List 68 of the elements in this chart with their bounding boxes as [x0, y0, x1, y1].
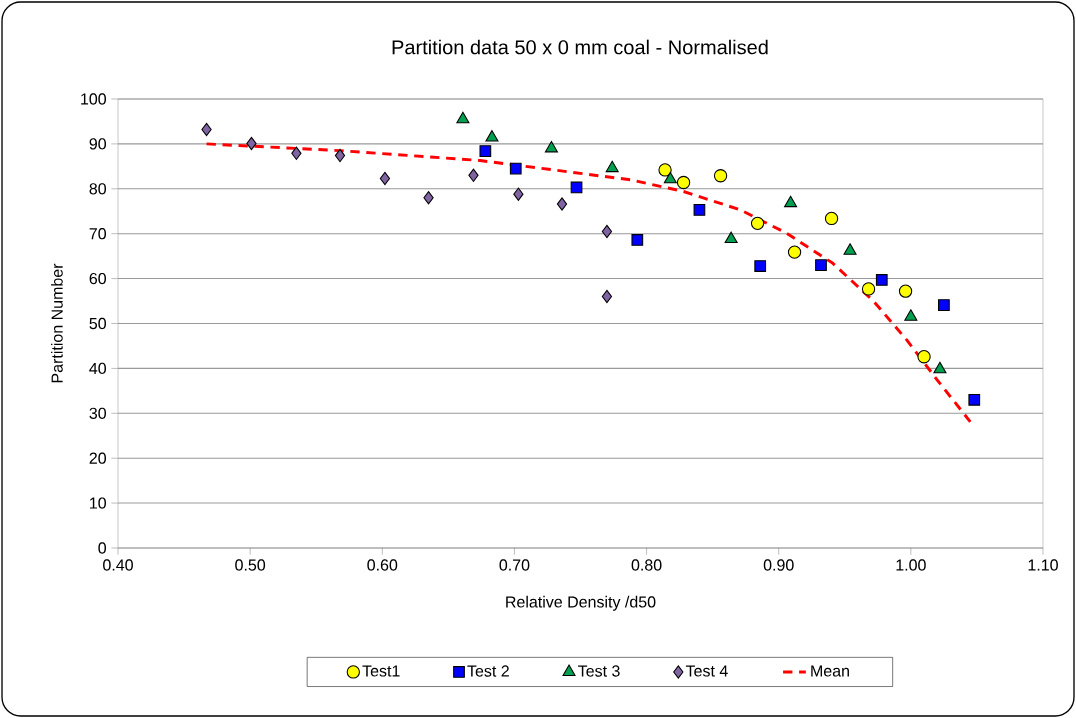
point — [658, 163, 672, 177]
point — [601, 224, 613, 239]
point — [485, 130, 499, 142]
point — [917, 350, 931, 364]
x-tick-label: 1.00 — [896, 559, 926, 571]
point — [815, 259, 827, 271]
x-tick-label: 0.80 — [631, 559, 662, 571]
x-tick-label: 0.50 — [235, 559, 266, 571]
point — [784, 195, 798, 208]
point — [570, 181, 583, 194]
y-tick-label: 10 — [90, 497, 107, 509]
y-tick-label: 50 — [89, 317, 107, 330]
point — [544, 140, 558, 153]
y-tick-label: 70 — [89, 228, 107, 240]
point — [513, 187, 524, 201]
point — [754, 260, 767, 272]
x-tick-label: 1.10 — [1028, 559, 1058, 571]
point — [968, 393, 981, 406]
y-axis-title: Partition Number — [51, 263, 63, 383]
legend-label: Test 3 — [578, 665, 620, 677]
point — [938, 299, 950, 311]
y-tick-label: 0 — [98, 542, 107, 554]
point — [605, 160, 619, 173]
point — [693, 204, 706, 216]
point — [663, 171, 677, 184]
point — [898, 284, 913, 298]
x-tick-label: 0.60 — [367, 559, 398, 571]
x-tick-label: 0.90 — [763, 559, 794, 571]
point — [750, 216, 765, 231]
point — [713, 169, 728, 183]
point — [861, 282, 876, 296]
point — [201, 122, 212, 137]
point — [824, 211, 839, 226]
point — [787, 245, 802, 259]
point — [468, 168, 479, 182]
point — [843, 243, 857, 255]
chart-title: Partition data 50 x 0 mm coal - Normalised — [392, 39, 768, 55]
line-series — [205, 142, 972, 424]
y-tick-label: 20 — [89, 452, 107, 464]
legend-label: Mean — [811, 665, 849, 677]
point — [933, 361, 947, 374]
point — [509, 162, 522, 175]
point — [246, 136, 257, 151]
point — [724, 231, 738, 244]
point — [904, 309, 918, 321]
y-tick-label: 90 — [89, 138, 107, 150]
point — [601, 289, 613, 304]
legend-label: Test 2 — [467, 665, 509, 677]
y-tick-label: 80 — [89, 183, 107, 195]
point — [676, 175, 691, 190]
point — [631, 234, 644, 246]
x-tick-label: 0.40 — [103, 559, 133, 571]
y-tick-label: 60 — [89, 272, 107, 285]
point — [379, 171, 391, 186]
x-axis-title: Relative Density /d50 — [506, 595, 656, 611]
point — [456, 111, 470, 124]
y-tick-label: 40 — [89, 362, 107, 375]
y-tick-label: 100 — [81, 93, 107, 105]
point — [875, 274, 888, 286]
point — [479, 145, 492, 157]
point — [556, 197, 568, 211]
point — [291, 146, 302, 160]
x-tick-label: 0.70 — [499, 559, 530, 571]
legend-label: Test1 — [362, 665, 400, 677]
point — [334, 148, 346, 163]
legend-label: Test 4 — [685, 665, 728, 677]
point — [423, 191, 434, 205]
y-tick-label: 30 — [89, 407, 107, 419]
